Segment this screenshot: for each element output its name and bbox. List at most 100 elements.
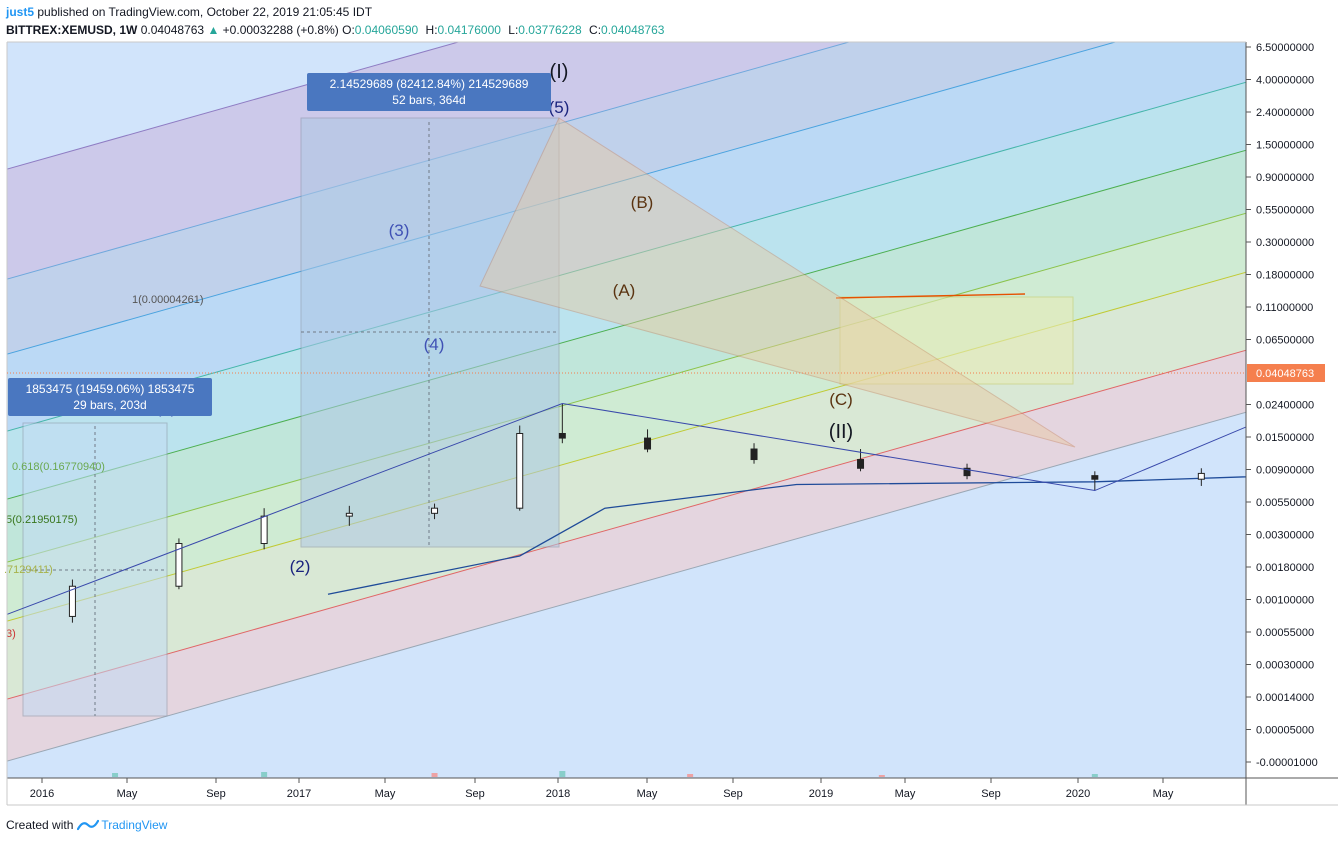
price-tick-label: 2.40000000 xyxy=(1256,107,1314,119)
low-value: 0.03776228 xyxy=(518,23,582,37)
measure-info-line1: 1853475 (19459.06%) 1853475 xyxy=(26,382,195,396)
candle-body xyxy=(644,437,652,450)
candle-body xyxy=(260,515,268,545)
impulse-wave-line xyxy=(7,403,1246,615)
fib-label: .7129411) xyxy=(4,564,53,576)
fib-label: 3) xyxy=(6,628,16,640)
high-label: H: xyxy=(425,23,438,37)
price-tick-label: 0.01500000 xyxy=(1256,432,1314,444)
tradingview-brand-text: TradingView xyxy=(101,818,168,832)
time-tick-label: Sep xyxy=(723,788,743,800)
price-tick-label: 0.00014000 xyxy=(1256,692,1314,704)
volume-bar xyxy=(878,775,885,777)
volume-bar xyxy=(1091,774,1098,777)
fib-label: 0.618(0.16770940) xyxy=(12,461,105,473)
volume-bar xyxy=(559,771,566,777)
time-axis[interactable]: 2016 May Sep 2017 May Sep 2018 May Sep 2019 May Sep… xyxy=(30,778,1174,800)
measure-info-line2: 52 bars, 364d xyxy=(392,93,465,107)
candle-body xyxy=(68,585,76,617)
chart-header: just5 published on TradingView.com, Octo… xyxy=(6,5,1326,41)
volume-bar xyxy=(261,772,268,777)
candle-body xyxy=(750,448,758,461)
chart-labels: (I)(II)(1)(2)(3)(4)(5)(A)(B)(C)1(0.00004… xyxy=(4,61,853,640)
close-label: C: xyxy=(589,23,602,37)
ohlc-line: BITTREX:XEMUSD, 1W 0.04048763 ▲ +0.00032… xyxy=(6,22,1326,38)
time-tick-label: 2019 xyxy=(809,788,833,800)
candle-body xyxy=(1091,475,1099,480)
tradingview-logo-icon xyxy=(77,819,100,831)
price-tick-label: 0.06500000 xyxy=(1256,335,1314,347)
moving-average xyxy=(327,476,1246,595)
wave-label-primary: (I) xyxy=(550,61,569,83)
wave-lines xyxy=(7,403,1246,615)
consolidation-box xyxy=(839,296,1074,385)
price-tick-label: 0.30000000 xyxy=(1256,237,1314,249)
price-tick-label: 0.55000000 xyxy=(1256,205,1314,217)
time-tick-label: May xyxy=(117,788,138,800)
moving-average-line xyxy=(327,476,1246,595)
candle-body xyxy=(857,459,865,469)
tradingview-link[interactable]: TradingView xyxy=(77,818,167,832)
time-tick-label: 2020 xyxy=(1066,788,1090,800)
change-value: +0.00032288 (+0.8%) xyxy=(222,23,339,37)
last-price: 0.04048763 xyxy=(140,23,205,37)
candle-body xyxy=(345,512,353,517)
wave-label-correction: (A) xyxy=(613,281,636,300)
price-tick-label: 0.00030000 xyxy=(1256,660,1314,672)
candle-body xyxy=(175,543,183,587)
publish-line: just5 published on TradingView.com, Octo… xyxy=(6,5,1326,20)
wave-label-impulse: (5) xyxy=(549,98,570,117)
price-axis[interactable]: 6.50000000 4.00000000 2.40000000 1.50000000… xyxy=(7,42,1325,769)
time-tick-label: May xyxy=(637,788,658,800)
open-label: O: xyxy=(342,23,355,37)
pattern-triangle xyxy=(479,117,1076,448)
measure-info-box xyxy=(307,73,551,111)
last-price-tag xyxy=(1247,364,1325,382)
candle-body xyxy=(431,507,439,514)
wave-label-primary: (II) xyxy=(829,421,853,443)
price-tick-label: 1.50000000 xyxy=(1256,140,1314,152)
wave-label-impulse: (4) xyxy=(424,335,445,354)
price-tick-label: 0.90000000 xyxy=(1256,172,1314,184)
fib-line xyxy=(7,42,851,280)
price-tick-label: 0.11000000 xyxy=(1256,302,1313,314)
time-tick-label: Sep xyxy=(465,788,485,800)
price-tick-label: 0.00900000 xyxy=(1256,465,1314,477)
volume-bar xyxy=(112,773,119,777)
low-label: L: xyxy=(508,23,519,37)
fib-band xyxy=(7,350,1246,762)
wave-label-correction: (B) xyxy=(631,193,654,212)
volume-bars xyxy=(112,771,1290,777)
price-tick-label: 0.00550000 xyxy=(1256,497,1314,509)
price-tick-label: 0.00180000 xyxy=(1256,562,1314,574)
time-tick-label: 2018 xyxy=(546,788,570,800)
candles xyxy=(68,403,1205,623)
volume-bar xyxy=(1284,773,1290,777)
volume-bar xyxy=(687,774,694,777)
price-tick-label: 6.50000000 xyxy=(1256,42,1314,54)
fib-line xyxy=(7,42,1118,355)
measure-info-box xyxy=(8,378,212,416)
measure-info-line1: 2.14529689 (82412.84%) 214529689 xyxy=(330,77,529,91)
last-price-tag-label: 0.04048763 xyxy=(1256,368,1314,380)
candle-body xyxy=(1197,472,1205,480)
price-tick-label: 4.00000000 xyxy=(1256,75,1314,87)
price-tick-label: 0.00100000 xyxy=(1256,595,1314,607)
change-arrow-icon: ▲ xyxy=(207,23,220,37)
price-tick-label: -0.00001000 xyxy=(1256,757,1318,769)
open-value: 0.04060590 xyxy=(354,23,419,37)
author-link[interactable]: just5 xyxy=(6,5,35,19)
resistance-line xyxy=(835,293,1026,299)
time-tick-label: May xyxy=(895,788,916,800)
measure-boxes xyxy=(22,117,1074,717)
time-tick-label: May xyxy=(375,788,396,800)
fib-label: 5(0.21950175) xyxy=(6,514,78,526)
measure-info-line2: 29 bars, 203d xyxy=(73,398,146,412)
price-tick-label: 0.18000000 xyxy=(1256,270,1314,282)
published-text: published on TradingView.com, October 22… xyxy=(37,5,373,19)
created-with-text: Created with xyxy=(6,818,74,832)
candle-body xyxy=(963,467,971,477)
close-value: 0.04048763 xyxy=(601,23,665,37)
candle-body xyxy=(558,432,566,439)
